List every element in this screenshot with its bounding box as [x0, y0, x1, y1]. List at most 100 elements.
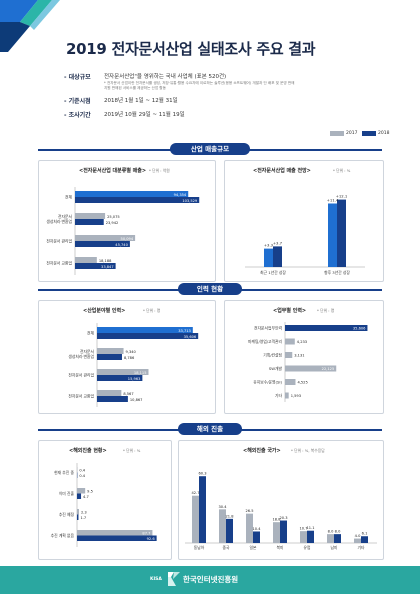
bar-2018 — [97, 333, 199, 339]
category-label: 전자문서 교환업 — [46, 260, 72, 265]
survey-value: 2019년 10월 29일 ~ 11월 19일 — [104, 112, 185, 118]
value-label-2017: 9,340 — [126, 350, 137, 354]
panel-sales-outlook: <전자문서산업 매출 전망> * 단위 : % +3.3 +3.7 최근 1년간 성… — [224, 160, 384, 282]
bar-2017 — [77, 530, 153, 536]
category-label: 현재 추진 중 — [54, 470, 74, 475]
bar-2017 — [97, 369, 149, 375]
value-label-2018: 10.4 — [252, 527, 261, 531]
bar-2017 — [219, 509, 226, 543]
bar-2018 — [280, 520, 287, 543]
period-value: 2018년 1월 1일 ~ 12월 31일 — [104, 98, 178, 104]
category-label: 동남아 — [194, 545, 205, 550]
value-label-2018: 4.7 — [83, 495, 89, 499]
bar-2018 — [226, 518, 233, 543]
value-label-2017: 94,354 — [174, 193, 187, 197]
value-label-2018: 60.3 — [198, 472, 206, 476]
bar-2018 — [77, 493, 82, 499]
value-label-2018: 21.8 — [225, 514, 234, 518]
chart-overseas-status: 현재 추진 중 0.40.4 이미 진출 9.54.7 추진 예정 2.31.7 추진 계획… — [51, 463, 157, 547]
bar-2017 — [264, 248, 273, 267]
panel-overseas-status: <해외진출 현황> * 단위 : % 현재 추진 중 0.4 0.4 이미 진출 9.5… — [38, 440, 172, 560]
category-label: 추진 예정 — [59, 512, 75, 517]
category-label: 유럽 — [304, 545, 311, 550]
bar-2017 — [354, 538, 361, 543]
period-label: - 기준시점 — [64, 98, 91, 105]
category-label: 일본 — [250, 545, 257, 550]
value-label-2018: 20.3 — [279, 516, 287, 520]
bar-2018 — [77, 535, 157, 541]
bar-2018 — [97, 396, 128, 402]
category-label: 마케팅/영업/고객관리 — [248, 339, 282, 344]
footer-bar: KISA 한국인터넷진흥원 — [0, 566, 420, 594]
chart-sales-outlook: +3.3 +3.7 최근 1년간 성장 +11.4+12.1 향후 3년간 성장 — [245, 194, 365, 275]
chart-unit-overseas-status: * 단위 : % — [123, 448, 141, 453]
bar-2018 — [285, 379, 296, 385]
section-title-workforce: 인력 현황 — [178, 283, 242, 295]
value-label-2018: 23,942 — [106, 221, 119, 225]
bar-2017 — [273, 522, 280, 543]
category-label: 전자문서 생성처리·변환업 — [68, 349, 94, 359]
value-label-2018: 15,963 — [128, 377, 141, 381]
legend-label-2017: 2017 — [346, 131, 358, 136]
value-label-2017: +11.4 — [327, 197, 339, 202]
category-label: 전체 — [65, 194, 72, 199]
bar-2018 — [285, 392, 289, 399]
chart-unit-sales-outlook: * 단위 : % — [333, 168, 351, 173]
value-label-2017: 9.5 — [87, 490, 93, 494]
survey-label: - 조사기간 — [64, 112, 91, 119]
bar-2018 — [75, 241, 130, 247]
bar-2017 — [246, 513, 253, 543]
panel-workforce-by-task: <업무별 인력> * 단위 : 명 전자문서업무인력 35,606 마케팅/영업/고… — [224, 300, 384, 414]
value-label-2017: 42.7 — [191, 491, 199, 495]
value-label-2017: 18,188 — [99, 259, 112, 263]
bar-2017 — [327, 534, 334, 543]
category-label: 유지보수/운영(SI) — [253, 380, 282, 385]
value-label-2017: 0.4 — [79, 469, 85, 473]
value-label-2018: +12.1 — [336, 194, 348, 199]
bar-2018 — [285, 325, 368, 331]
bar-2017 — [97, 348, 124, 354]
legend-label-2018: 2018 — [378, 131, 390, 136]
chart-overseas-countries: 42.7 60.3 동남아 30.4 21.8 중국 26.5 10.4 일본 18.820.3 북… — [185, 472, 377, 550]
panel-overseas-countries: <해외진출 국가> * 단위 : %, 복수응답 42.7 60.3 동남아 30.4… — [178, 440, 384, 560]
category-label: 북미 — [277, 545, 284, 550]
bar-2017 — [75, 257, 97, 263]
category-label: 추진 계획 없음 — [51, 533, 75, 538]
chart-title-overseas-countries: <해외진출 국가> — [243, 448, 281, 454]
bar-2017 — [300, 531, 307, 543]
value-label-2018: 3,131 — [294, 354, 304, 358]
kisa-logo-icon — [168, 572, 180, 586]
value-label-2018: 103,529 — [182, 199, 198, 203]
value-label-2017: 18.8 — [272, 518, 281, 522]
chart-title-workforce-task: <업무별 인력> — [273, 308, 307, 314]
value-label-2018: 8.0 — [335, 530, 341, 534]
bar-2018 — [97, 354, 122, 360]
category-label: 최근 1년간 성장 — [260, 270, 286, 275]
chart-title-sales-category: <전자문서산업 대분류별 매출> — [79, 168, 147, 174]
category-label: 향후 3년간 성장 — [324, 270, 350, 275]
value-label-2017: 4.0 — [355, 534, 361, 538]
bar-2017 — [97, 327, 193, 333]
bar-2018 — [337, 199, 346, 267]
bar-2017 — [97, 390, 122, 396]
category-label: 전자문서 교환업 — [68, 393, 94, 398]
bar-2018 — [307, 530, 314, 543]
chart-workforce-by-industry: 전체 33,713 35,606 전자문서 생성처리·변환업 9,340 8,786 전자문서… — [68, 323, 199, 407]
bar-2017 — [77, 509, 79, 515]
bar-2018 — [253, 531, 260, 543]
bar-2018 — [75, 263, 116, 269]
value-label-2018: 45,740 — [115, 243, 128, 247]
value-label-2018: 22,125 — [322, 367, 335, 371]
bar-2017 — [75, 235, 136, 241]
category-label: 전자문서 생성처리·변환업 — [46, 214, 72, 224]
value-label-2018: 4,233 — [297, 340, 307, 344]
category-label: 남미 — [331, 545, 338, 550]
value-label-2018: 0.4 — [79, 474, 85, 478]
value-label-2018: 35,606 — [184, 335, 197, 339]
value-label-2018: 92.6 — [147, 537, 156, 541]
chart-unit-workforce-task: * 단위 : 명 — [317, 308, 335, 313]
value-label-2018: 1.7 — [80, 516, 86, 520]
bar-2018 — [199, 476, 206, 543]
value-label-2018: 10,867 — [130, 398, 143, 402]
value-label-2017: 10.7 — [299, 527, 307, 531]
